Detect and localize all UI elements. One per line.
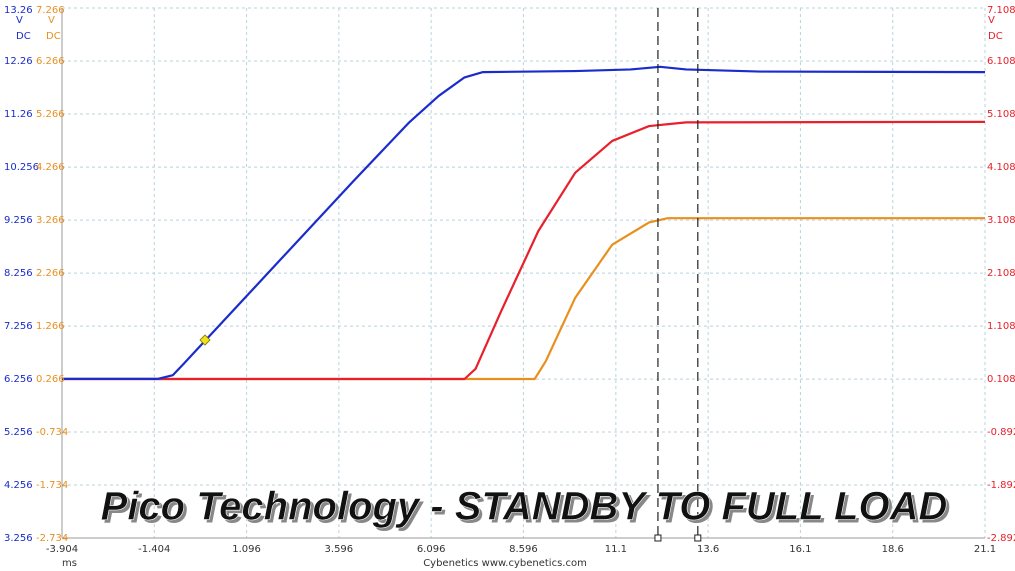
y2-coupling: DC: [988, 31, 1003, 42]
y2-unit: V: [988, 15, 995, 26]
chart-title: Pico Technology - STANDBY TO FULL LOAD: [101, 485, 948, 529]
y-tick-label: 5.108: [987, 109, 1015, 120]
x-tick-label: 3.596: [325, 544, 354, 555]
y-tick-label: -2.734: [36, 533, 68, 544]
y-unit: V: [16, 15, 23, 26]
cursors: [654, 8, 702, 542]
y-tick-label: 1.266: [36, 321, 65, 332]
trigger-marker: [199, 334, 211, 346]
y-tick-label: -0.734: [36, 427, 68, 438]
y-tick-label: 3.266: [36, 215, 65, 226]
y-tick-label: 0.108: [987, 374, 1015, 385]
labels: V DC V DC V DC ms Cybenetics www.cybenet…: [4, 5, 1015, 569]
y3-coupling: DC: [46, 31, 61, 42]
y-tick-label: 0.266: [36, 374, 65, 385]
series-line: [62, 65, 986, 380]
y-coupling: DC: [16, 31, 31, 42]
y-tick-label: 7.256: [4, 321, 33, 332]
footer: Cybenetics www.cybenetics.com: [423, 558, 587, 569]
y-tick-label: 5.256: [4, 427, 33, 438]
y-tick-label: 13.26: [4, 5, 33, 16]
y-tick-label: 10.256: [4, 162, 39, 173]
series-line: [62, 120, 986, 381]
x-tick-label: 16.1: [789, 544, 811, 555]
y-tick-label: 3.256: [4, 533, 33, 544]
x-tick-label: 6.096: [417, 544, 446, 555]
y-tick-label: 1.108: [987, 321, 1015, 332]
series-group: [62, 65, 986, 381]
y-tick-label: -1.892: [987, 480, 1015, 491]
x-axis-label: ms: [62, 558, 77, 569]
y-tick-label: -0.892: [987, 427, 1015, 438]
y-tick-label: 4.108: [987, 162, 1015, 173]
x-tick-label: -1.404: [138, 544, 170, 555]
y-tick-label: 4.266: [36, 162, 65, 173]
y-tick-label: 6.108: [987, 56, 1015, 67]
y-tick-label: 9.256: [4, 215, 33, 226]
y-tick-label: -2.892: [987, 533, 1015, 544]
series-line: [62, 217, 985, 381]
y-tick-label: 3.108: [987, 215, 1015, 226]
x-tick-label: 13.6: [697, 544, 719, 555]
y-tick-label: 7.266: [36, 5, 65, 16]
y3-unit: V: [48, 15, 55, 26]
y-tick-label: 5.266: [36, 109, 65, 120]
x-tick-label: 8.596: [509, 544, 538, 555]
y-tick-label: 2.266: [36, 268, 65, 279]
y-tick-label: 8.256: [4, 268, 33, 279]
y-tick-label: 6.266: [36, 56, 65, 67]
y-tick-label: 12.26: [4, 56, 33, 67]
y-tick-label: -1.734: [36, 480, 68, 491]
title-shadow: Pico Technology - STANDBY TO FULL LOAD: [104, 488, 951, 532]
x-tick-label: 18.6: [882, 544, 904, 555]
x-tick-label: 11.1: [605, 544, 627, 555]
x-tick-label: -3.904: [46, 544, 78, 555]
y-tick-label: 4.256: [4, 480, 33, 491]
cursor-handle: [654, 534, 662, 542]
y-tick-label: 11.26: [4, 109, 33, 120]
y-tick-label: 6.256: [4, 374, 33, 385]
y-tick-label: 7.108: [987, 5, 1015, 16]
cursor-handle: [694, 534, 702, 542]
y-tick-label: 2.108: [987, 268, 1015, 279]
x-tick-label: 21.1: [974, 544, 996, 555]
x-tick-label: 1.096: [232, 544, 261, 555]
